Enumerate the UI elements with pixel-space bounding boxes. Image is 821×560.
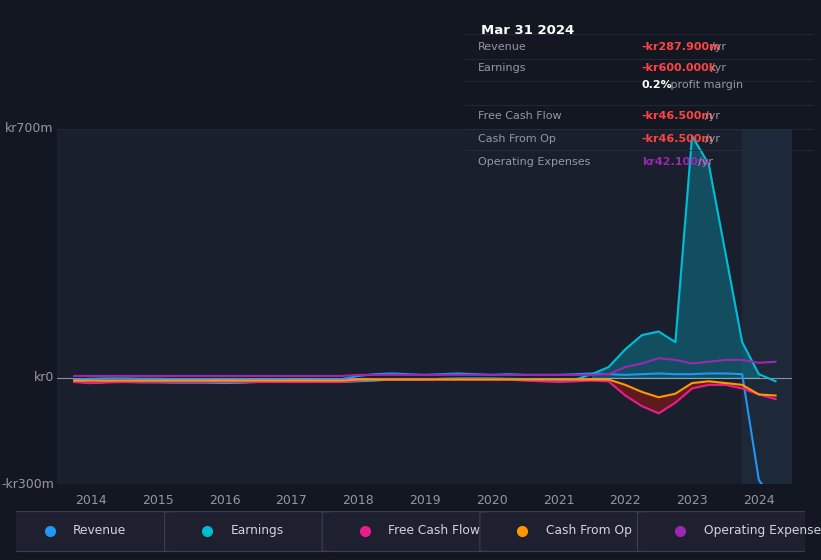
Text: -kr300m: -kr300m — [1, 478, 54, 491]
Text: Free Cash Flow: Free Cash Flow — [388, 524, 480, 537]
Text: Earnings: Earnings — [231, 524, 284, 537]
Text: kr0: kr0 — [34, 371, 54, 384]
FancyBboxPatch shape — [322, 512, 499, 552]
FancyBboxPatch shape — [7, 512, 184, 552]
Text: /yr: /yr — [704, 111, 720, 121]
Text: /yr: /yr — [699, 157, 713, 167]
Text: Operating Expenses: Operating Expenses — [704, 524, 821, 537]
Text: /yr: /yr — [704, 134, 720, 144]
Text: -kr600.000k: -kr600.000k — [642, 63, 717, 73]
Text: -kr46.500m: -kr46.500m — [642, 134, 713, 144]
Text: -kr46.500m: -kr46.500m — [642, 111, 713, 121]
Text: /yr: /yr — [711, 63, 726, 73]
Text: -kr287.900m: -kr287.900m — [642, 42, 722, 52]
FancyBboxPatch shape — [479, 512, 657, 552]
Text: Cash From Op: Cash From Op — [546, 524, 632, 537]
Bar — [742, 129, 792, 484]
Text: /yr: /yr — [711, 42, 726, 52]
Text: kr700m: kr700m — [5, 122, 54, 136]
Text: Cash From Op: Cash From Op — [478, 134, 556, 144]
FancyBboxPatch shape — [637, 512, 814, 552]
Text: 0.2%: 0.2% — [642, 81, 672, 90]
Text: Mar 31 2024: Mar 31 2024 — [481, 24, 575, 37]
Text: Operating Expenses: Operating Expenses — [478, 157, 590, 167]
Text: Free Cash Flow: Free Cash Flow — [478, 111, 562, 121]
Text: Revenue: Revenue — [478, 42, 526, 52]
Text: kr42.100m: kr42.100m — [642, 157, 709, 167]
Text: Revenue: Revenue — [73, 524, 126, 537]
Text: profit margin: profit margin — [667, 81, 743, 90]
Text: Earnings: Earnings — [478, 63, 526, 73]
FancyBboxPatch shape — [164, 512, 342, 552]
